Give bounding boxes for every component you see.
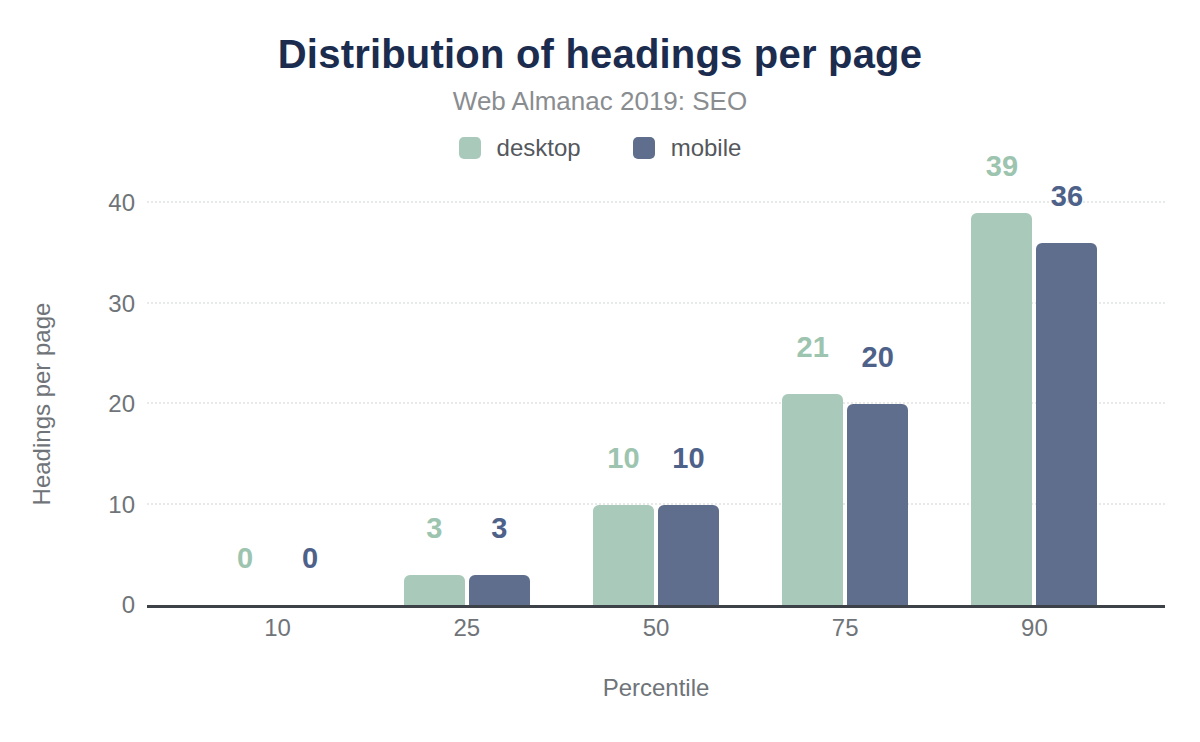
y-tick-label-30: 30 bbox=[0, 289, 135, 319]
bar-desktop-p90[interactable] bbox=[971, 213, 1032, 605]
bar-cell-mobile-25: 3 bbox=[469, 203, 530, 605]
bar-group-75: 21 20 bbox=[782, 203, 908, 605]
chart-subtitle: Web Almanac 2019: SEO bbox=[0, 86, 1200, 117]
data-label-mobile-p10: 0 bbox=[302, 542, 318, 575]
x-tick-label-90: 90 bbox=[974, 614, 1094, 642]
legend-swatch-desktop bbox=[459, 137, 481, 159]
bar-mobile-p75[interactable] bbox=[847, 404, 908, 605]
data-label-mobile-p25: 3 bbox=[491, 512, 507, 545]
data-label-mobile-p90: 36 bbox=[1051, 180, 1083, 213]
legend-label: mobile bbox=[671, 134, 742, 162]
x-tick-label-10: 10 bbox=[218, 614, 338, 642]
bar-cell-desktop-25: 3 bbox=[404, 203, 465, 605]
y-tick-label-0: 0 bbox=[0, 590, 135, 620]
chart-title: Distribution of headings per page bbox=[0, 32, 1200, 77]
bar-cell-desktop-10: 0 bbox=[215, 203, 276, 605]
bar-cell-desktop-50: 10 bbox=[593, 203, 654, 605]
data-label-desktop-p50: 10 bbox=[607, 442, 639, 475]
x-tick-label-75: 75 bbox=[785, 614, 905, 642]
x-tick-label-25: 25 bbox=[407, 614, 527, 642]
bar-mobile-p25[interactable] bbox=[469, 575, 530, 605]
bar-cell-desktop-90: 39 bbox=[971, 203, 1032, 605]
bar-desktop-p50[interactable] bbox=[593, 505, 654, 606]
bar-mobile-p50[interactable] bbox=[658, 505, 719, 606]
bar-cell-mobile-75: 20 bbox=[847, 203, 908, 605]
y-tick-label-20: 20 bbox=[0, 389, 135, 419]
bar-cell-mobile-10: 0 bbox=[280, 203, 341, 605]
y-tick-label-40: 40 bbox=[0, 188, 135, 218]
bar-group-90: 3936 bbox=[971, 203, 1097, 605]
data-label-desktop-p10: 0 bbox=[237, 542, 253, 575]
bar-mobile-p90[interactable] bbox=[1036, 243, 1097, 605]
legend: desktop mobile bbox=[0, 134, 1200, 162]
legend-label: desktop bbox=[497, 134, 581, 162]
bar-group-10: 00 bbox=[215, 203, 341, 605]
legend-swatch-mobile bbox=[633, 137, 655, 159]
data-label-desktop-p75: 21 bbox=[797, 331, 829, 364]
chart-figure: Distribution of headings per page Web Al… bbox=[0, 0, 1200, 742]
data-label-mobile-p75: 20 bbox=[862, 341, 894, 374]
bar-desktop-p25[interactable] bbox=[404, 575, 465, 605]
bar-group-25: 33 bbox=[404, 203, 530, 605]
bar-desktop-p75[interactable] bbox=[782, 394, 843, 605]
x-tick-label-50: 50 bbox=[596, 614, 716, 642]
data-label-desktop-p90: 39 bbox=[986, 150, 1018, 183]
bar-cell-mobile-50: 10 bbox=[658, 203, 719, 605]
legend-item-desktop[interactable]: desktop bbox=[459, 134, 581, 162]
data-label-mobile-p50: 10 bbox=[672, 442, 704, 475]
y-tick-label-10: 10 bbox=[0, 490, 135, 520]
bar-cell-mobile-90: 36 bbox=[1036, 203, 1097, 605]
x-axis-title: Percentile bbox=[147, 674, 1165, 702]
bar-group-50: 10 10 bbox=[593, 203, 719, 605]
bar-cell-desktop-75: 21 bbox=[782, 203, 843, 605]
data-label-desktop-p25: 3 bbox=[426, 512, 442, 545]
legend-item-mobile[interactable]: mobile bbox=[633, 134, 742, 162]
plot-area: 0033101021203936 bbox=[147, 203, 1165, 608]
